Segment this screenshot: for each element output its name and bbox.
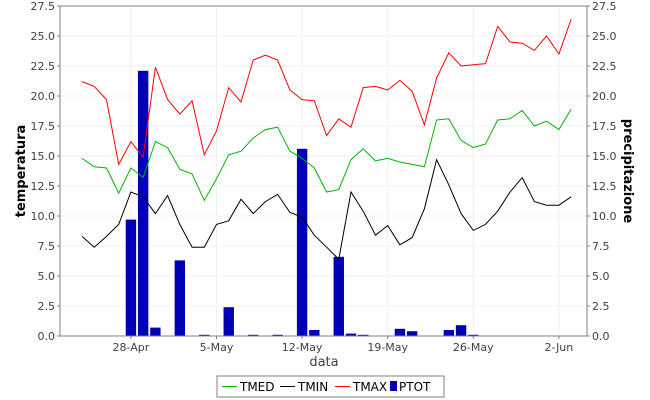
ptot-bar (150, 327, 161, 336)
legend-ptot-swatch (390, 381, 397, 391)
ptot-bar (137, 70, 149, 337)
y-left-tick-label: 25.0 (31, 30, 56, 43)
y-right-tick-label: 17.5 (592, 120, 617, 133)
tmin-line (81, 158, 572, 261)
y-left-tick-label: 0.0 (38, 330, 56, 343)
ptot-bar (125, 219, 137, 336)
y-left-tick-label: 12.5 (31, 180, 56, 193)
ptot-bar (199, 334, 210, 336)
y-right-tick-label: 25.0 (592, 30, 617, 43)
y-left-tick-label: 20.0 (31, 90, 56, 103)
ptot-bar (296, 148, 308, 336)
plot-frame (59, 5, 588, 337)
ptot-bar (272, 334, 283, 336)
y-left-tick-label: 27.5 (31, 0, 56, 13)
y-right-tick-label: 15.0 (592, 150, 617, 163)
ptot-bar (174, 260, 186, 336)
y-right-tick-label: 0.0 (592, 330, 610, 343)
ptot-bar (406, 331, 418, 336)
legend-ptot-label: PTOT (399, 380, 431, 394)
y-right-tick-label: 7.5 (592, 240, 610, 253)
y-left-tick-label: 7.5 (38, 240, 56, 253)
ptot-bar (358, 334, 369, 336)
x-tick-label: 28-Apr (113, 341, 150, 354)
ptot-bar (443, 330, 455, 336)
bar-series (125, 70, 479, 337)
y-right-tick-label: 10.0 (592, 210, 617, 223)
ptot-bar (455, 325, 467, 336)
y-left-tick-label: 17.5 (31, 120, 56, 133)
y-left-tick-label: 22.5 (31, 60, 56, 73)
ptot-bar (394, 328, 406, 336)
y-right-tick-label: 22.5 (592, 60, 617, 73)
legend: TMED TMIN TMAX PTOT (216, 375, 445, 398)
ptot-bar (468, 334, 479, 336)
ptot-bar (309, 330, 320, 336)
y-left-tick-label: 15.0 (31, 150, 56, 163)
y-right-tick-label: 27.5 (592, 0, 617, 13)
tmax-line (81, 19, 572, 166)
legend-tmed-label: TMED (239, 380, 275, 394)
legend-tmax-label: TMAX (352, 380, 387, 394)
y-right-tick-label: 12.5 (592, 180, 617, 193)
y-right-tick-label: 5.0 (592, 270, 610, 283)
x-tick-label: 26-May (453, 341, 494, 354)
x-tick-label: 19-May (367, 341, 408, 354)
x-tick-label: 5-May (200, 341, 234, 354)
x-axis: 28-Apr 5-May 12-May 19-May 26-May 2-Jun (113, 336, 573, 354)
x-tick-label: 12-May (282, 341, 323, 354)
y-axis-right-label: precipitazione (620, 119, 635, 224)
x-axis-label: data (309, 355, 338, 370)
y-right-tick-label: 20.0 (592, 90, 617, 103)
y-axis-left-label: temperatura (14, 125, 29, 218)
legend-box (216, 375, 445, 398)
x-tick-label: 2-Jun (544, 341, 573, 354)
legend-tmin-label: TMIN (297, 380, 328, 394)
ptot-bar (223, 307, 234, 336)
y-right-tick-label: 2.5 (592, 300, 610, 313)
line-series (81, 19, 572, 261)
y-axis-right: 0.0 2.5 5.0 7.5 10.0 12.5 15.0 17.5 20.0 22.5 25.0… (587, 0, 617, 343)
y-axis-left: 0.0 2.5 5.0 7.5 10.0 12.5 15.0 17.5 20.0 22.5 25.0… (31, 0, 60, 343)
ptot-bar (247, 334, 259, 336)
ptot-bar (345, 333, 357, 336)
y-left-tick-label: 5.0 (38, 270, 56, 283)
y-left-tick-label: 10.0 (31, 210, 56, 223)
ptot-bar (333, 256, 344, 336)
tmed-line (81, 108, 572, 202)
y-left-tick-label: 2.5 (38, 300, 56, 313)
